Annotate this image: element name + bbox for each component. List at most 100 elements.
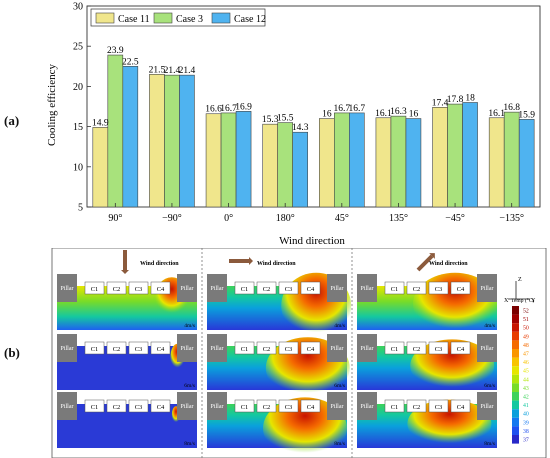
bar	[262, 123, 278, 208]
bar	[390, 115, 407, 208]
data-label: 16.3	[390, 107, 407, 117]
container-block	[150, 281, 171, 295]
x-tick-label: 180°	[276, 213, 295, 224]
x-tick-label: 45°	[335, 213, 349, 224]
data-label: 21.4	[179, 66, 196, 76]
data-label: 16.1	[375, 109, 392, 119]
data-label: 16	[322, 110, 332, 120]
colorbar-tick-label: 49	[523, 334, 529, 340]
colorbar-swatch	[512, 340, 519, 349]
bar	[518, 119, 535, 208]
bar	[462, 102, 478, 208]
legend-swatch	[211, 12, 231, 24]
colorbar-swatch	[512, 357, 519, 367]
y-tick-label: 5	[78, 203, 83, 214]
colorbar-tick-label: 38	[523, 429, 529, 435]
pillar-block	[477, 274, 497, 302]
y-tick-label: 15	[73, 122, 83, 133]
colorbar-swatch	[512, 374, 519, 384]
container-block	[300, 399, 321, 413]
colorbar-swatch	[512, 400, 519, 410]
container-label: C4	[307, 404, 315, 411]
bar	[205, 113, 222, 208]
container-block	[278, 399, 299, 413]
wind-direction-label: Wind direction	[257, 261, 296, 267]
container-label: C3	[435, 346, 443, 353]
bar	[432, 107, 448, 208]
container-label: C4	[157, 286, 165, 293]
container-block	[256, 341, 277, 355]
container-block	[428, 341, 449, 355]
x-tick-label: 90°	[108, 213, 122, 224]
colorbar-swatch	[512, 417, 519, 427]
container-block	[428, 399, 449, 413]
contour-cell: Pillar Pillar C1 C2 C3 C4 4m/s	[357, 272, 497, 335]
data-label: 16	[409, 110, 419, 120]
y-tick-label: 25	[73, 42, 83, 53]
pillar-block	[357, 392, 377, 420]
bar	[405, 118, 422, 208]
y-axis-label: Cooling efficiency	[46, 64, 58, 146]
pillar-label: Pillar	[211, 286, 224, 292]
legend-entry: Case 3	[176, 14, 203, 25]
x-tick-label: 0°	[224, 213, 233, 224]
colorbar-swatch	[512, 383, 519, 392]
container-block	[150, 399, 171, 413]
y-tick-label: 30	[73, 2, 83, 13]
container-block	[450, 341, 471, 355]
bar	[447, 103, 463, 208]
pillar-label: Pillar	[331, 346, 344, 352]
temperature-colorbar: Temp (°C) 52 51 50 49 48 47 46 45 44 43 42 41 40 39 38 3…	[511, 297, 535, 444]
pillar-block	[477, 334, 497, 362]
pillar-block	[177, 334, 197, 362]
data-label: 16.7	[349, 104, 366, 114]
bar	[319, 118, 335, 208]
container-block	[106, 399, 127, 413]
pillar-label: Pillar	[61, 286, 74, 292]
x-tick-label: 135°	[389, 213, 408, 224]
data-label: 16.7	[220, 104, 237, 114]
data-label: 17.4	[432, 98, 449, 108]
temperature-contour-figure: Pillar Pillar C1 C2 C3 C4 4m/s Pillar Pillar C1 C2…	[51, 248, 547, 458]
container-block	[278, 341, 299, 355]
wind-speed-label: 8m/s	[334, 441, 345, 447]
container-label: C4	[307, 286, 315, 293]
x-tick-label: −45°	[445, 213, 465, 224]
colorbar-swatch	[512, 306, 519, 315]
colorbar-tick-label: 41	[523, 403, 529, 409]
colorbar-swatch	[512, 366, 519, 375]
container-block	[234, 341, 255, 355]
container-block	[84, 281, 105, 295]
pillar-label: Pillar	[481, 404, 494, 410]
contour-cell: Pillar Pillar C1 C2 C3 C4 8m/s	[57, 392, 197, 448]
container-label: C2	[413, 404, 421, 411]
bar	[488, 117, 505, 208]
container-block	[406, 281, 427, 295]
data-label: 16.6	[205, 105, 222, 115]
data-label: 18	[465, 93, 475, 103]
pillar-label: Pillar	[361, 286, 374, 292]
pillar-block	[357, 334, 377, 362]
bar	[107, 54, 124, 208]
pillar-label: Pillar	[211, 346, 224, 352]
pillar-label: Pillar	[481, 346, 494, 352]
pillar-label: Pillar	[331, 404, 344, 410]
container-block	[84, 399, 105, 413]
bar	[235, 111, 252, 208]
colorbar-swatch	[512, 435, 519, 444]
data-label: 15.3	[262, 115, 279, 125]
container-block	[150, 341, 171, 355]
container-label: C4	[157, 346, 165, 353]
pillar-block	[327, 392, 347, 420]
bar	[164, 74, 180, 208]
bar	[349, 112, 365, 208]
axis-z-label: Z	[518, 277, 522, 283]
axis-x-label: X	[504, 298, 509, 304]
container-block	[300, 281, 321, 295]
container-label: C3	[435, 286, 443, 293]
axis-orientation-icon: Z X Y	[504, 277, 536, 304]
container-label: C4	[457, 286, 465, 293]
colorbar-tick-label: 51	[523, 317, 529, 323]
pillar-label: Pillar	[181, 286, 194, 292]
pillar-block	[207, 392, 227, 420]
